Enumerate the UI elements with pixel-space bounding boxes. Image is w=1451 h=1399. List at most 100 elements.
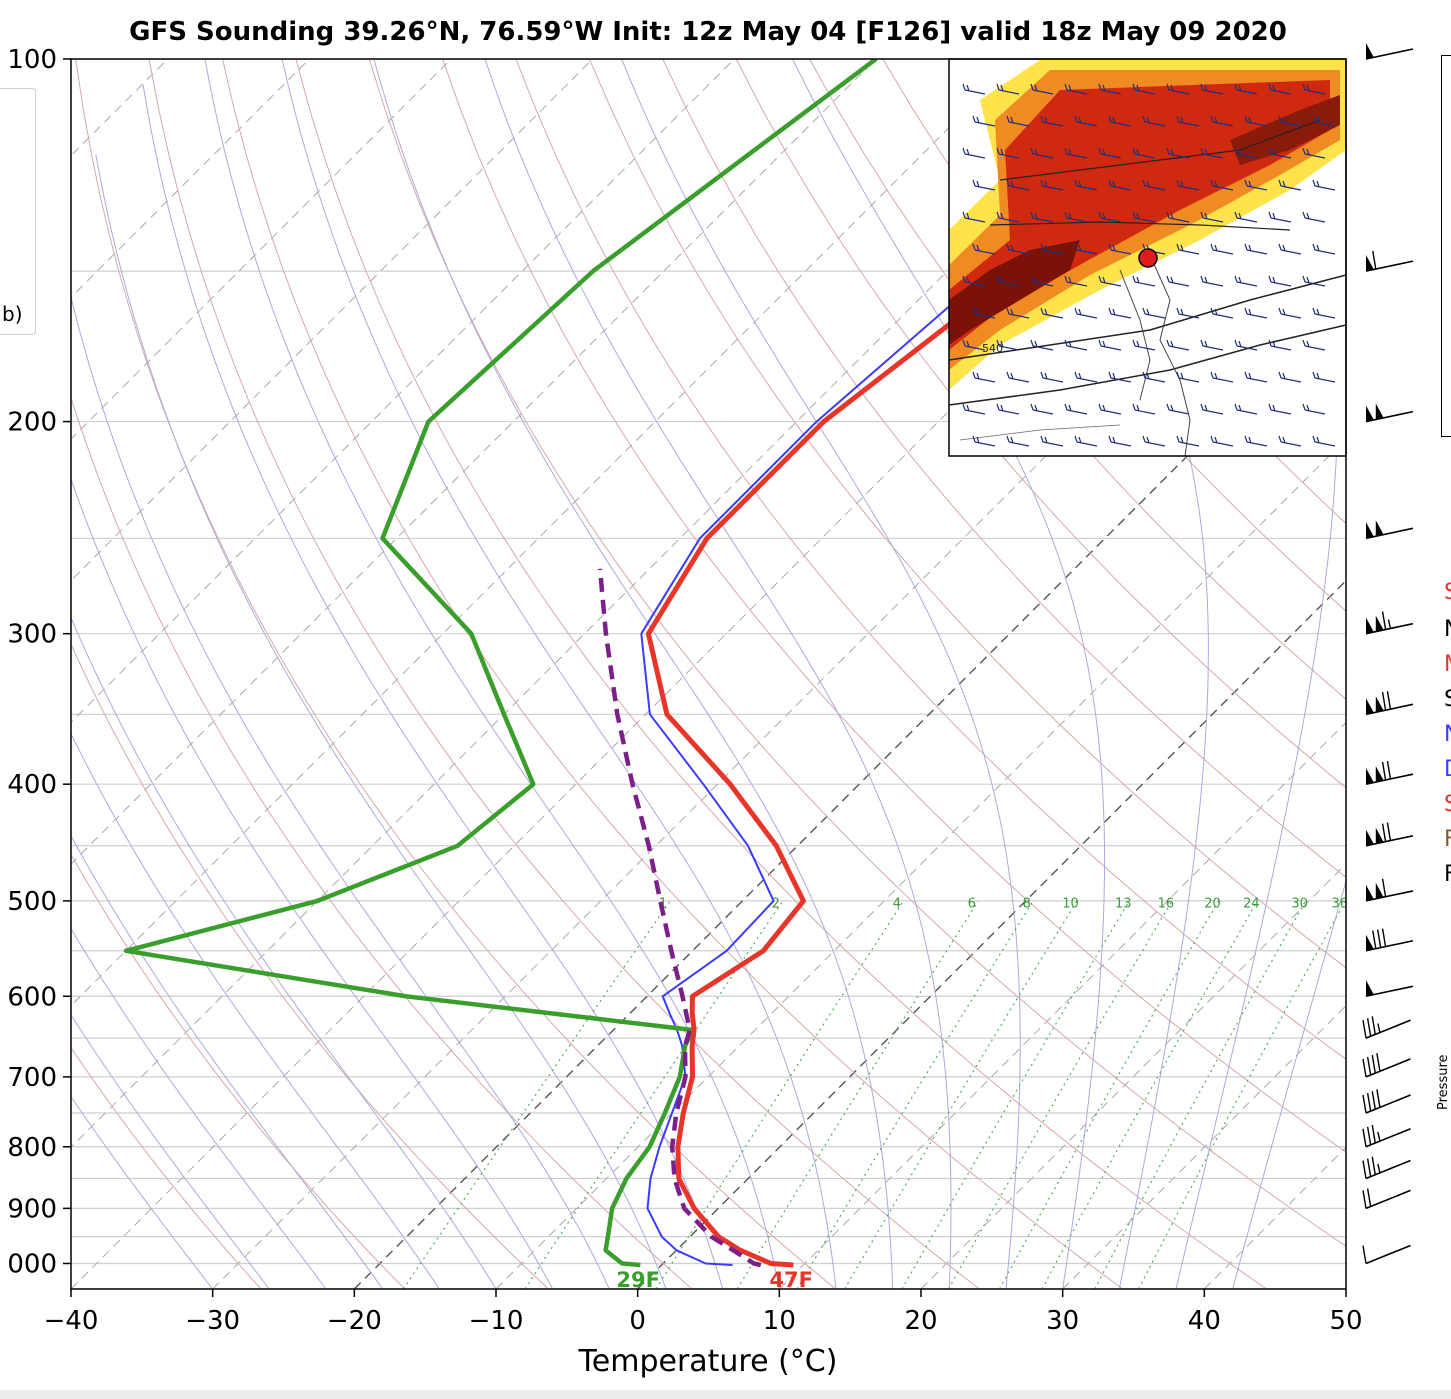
map-barb	[1176, 307, 1200, 319]
map-barb	[1030, 147, 1054, 159]
location-marker	[1138, 248, 1158, 268]
dry-adiabat-line	[295, 59, 1267, 1289]
map-barb	[1278, 435, 1302, 447]
map-barb	[1098, 275, 1122, 287]
mixing-ratio-line	[524, 900, 784, 1289]
wind-barb	[1365, 878, 1414, 902]
map-barb	[1302, 211, 1326, 223]
map-barb	[1210, 179, 1234, 191]
right-legend-fragment: N	[1444, 722, 1451, 747]
moist-adiabat-line	[71, 732, 440, 1289]
x-tick-label: −40	[44, 1306, 99, 1336]
dry-adiabat-line	[75, 59, 836, 1289]
x-tick-label: −30	[185, 1306, 240, 1336]
wind-barb	[1365, 43, 1414, 60]
right-legend-fragment: S	[1444, 792, 1451, 817]
map-barb	[1098, 83, 1122, 95]
isotherm-line	[71, 59, 452, 440]
mixing-ratio-line	[1094, 900, 1307, 1289]
map-barb	[1064, 403, 1088, 415]
x-tick-label: 0	[629, 1306, 646, 1336]
sounding-traces: 29F 47F	[123, 59, 1204, 1292]
map-barb	[1200, 339, 1224, 351]
map-barb	[1176, 435, 1200, 447]
map-barb	[1142, 179, 1166, 191]
moist-adiabat-line	[71, 616, 497, 1289]
y-tick-label: 500	[7, 887, 57, 917]
map-barb	[996, 147, 1020, 159]
surface-temperature-label: 47F	[769, 1268, 813, 1292]
mixing-ratio-label: 4	[893, 896, 901, 911]
wind-barb	[1362, 1089, 1411, 1114]
y-tick-label: 400	[7, 770, 57, 800]
wind-barb	[1365, 928, 1414, 952]
map-barb	[996, 339, 1020, 351]
right-legend-fragment: D	[1444, 757, 1451, 782]
map-barb	[972, 307, 996, 319]
mixing-ratio-line	[655, 900, 905, 1289]
map-barb	[962, 403, 986, 415]
map-contour-label: 540	[982, 342, 1003, 355]
map-barb	[1210, 371, 1234, 383]
wind-barb	[1365, 611, 1414, 635]
map-barb	[1210, 115, 1234, 127]
map-barb	[1244, 179, 1268, 191]
wind-barb	[1362, 1124, 1411, 1148]
temperature-trace	[645, 59, 1204, 1268]
wind-barb	[1362, 1244, 1411, 1265]
dewpoint-trace	[123, 59, 878, 1268]
chart-title: GFS Sounding 39.26°N, 76.59°W Init: 12z …	[129, 17, 1287, 47]
map-barb	[1098, 211, 1122, 223]
map-barb	[1030, 275, 1054, 287]
map-barb	[1006, 243, 1030, 255]
map-barb	[1108, 371, 1132, 383]
moist-adiabat-line	[71, 927, 327, 1289]
wind-barb	[1362, 1156, 1411, 1180]
map-barb	[1268, 403, 1292, 415]
map-barb	[972, 179, 996, 191]
map-barb	[1200, 147, 1224, 159]
dry-adiabat-line	[515, 59, 1346, 1060]
map-dark-core	[949, 240, 1080, 345]
wind-barb	[1362, 1053, 1411, 1078]
map-barb	[1064, 147, 1088, 159]
y-tick-label: 300	[7, 620, 57, 650]
moist-adiabat-line	[1175, 59, 1338, 1289]
map-barb	[1074, 307, 1098, 319]
x-tick-label: 30	[1046, 1306, 1079, 1336]
mixing-ratio-line	[1041, 900, 1258, 1289]
wind-barb	[1362, 1016, 1411, 1039]
map-barb	[1108, 435, 1132, 447]
mixing-ratio-label: 2	[772, 896, 780, 911]
map-barb	[972, 371, 996, 383]
wind-barb	[1365, 520, 1414, 540]
map-barb	[996, 403, 1020, 415]
x-tick-label: −10	[469, 1306, 524, 1336]
map-barb	[1234, 211, 1258, 223]
isotherm-line	[920, 863, 1346, 1289]
map-barb	[1200, 83, 1224, 95]
map-barb	[1234, 83, 1258, 95]
y-tick-label: 700	[7, 1063, 57, 1093]
plot-frame	[70, 58, 1347, 1290]
moist-adiabat-line	[71, 834, 384, 1289]
moist-adiabat-line	[792, 59, 1106, 1289]
map-barb	[1074, 243, 1098, 255]
y-tick-label: 100	[7, 45, 57, 75]
map-barb	[1176, 179, 1200, 191]
moist-adiabat-line	[373, 59, 894, 1289]
dry-adiabat-line	[222, 59, 1124, 1289]
map-barb	[1312, 435, 1336, 447]
map-barb	[1098, 147, 1122, 159]
map-barb	[1064, 83, 1088, 95]
moist-adiabat-line	[1232, 879, 1346, 1289]
map-barb	[1108, 243, 1132, 255]
map-barb	[1030, 403, 1054, 415]
map-barb	[1210, 243, 1234, 255]
mixing-ratio-line	[796, 900, 1034, 1289]
map-barb	[1244, 435, 1268, 447]
map-barb	[1278, 243, 1302, 255]
isotherm-line	[495, 438, 1346, 1289]
map-barb	[996, 211, 1020, 223]
isotherm-line	[353, 296, 1346, 1289]
